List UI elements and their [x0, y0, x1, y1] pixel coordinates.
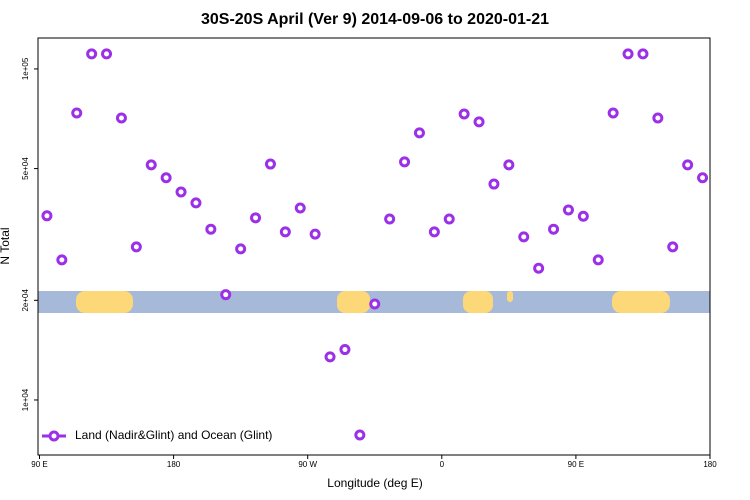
- land-band: [76, 291, 133, 313]
- land-band: [337, 291, 370, 313]
- land-band: [612, 291, 670, 313]
- data-point: [279, 226, 291, 238]
- data-point: [592, 254, 604, 266]
- y-tick-label: 5e+04: [21, 157, 30, 180]
- data-point: [667, 241, 679, 253]
- data-point: [250, 212, 262, 224]
- y-axis-label: N Total: [0, 227, 12, 264]
- data-point: [115, 112, 127, 124]
- x-tick-label: 0: [440, 460, 445, 469]
- data-point: [324, 351, 336, 363]
- data-point: [548, 223, 560, 235]
- x-tick-label: 90 E: [568, 460, 584, 469]
- x-tick-label: 90 E: [31, 460, 47, 469]
- y-tick-label: 1e+05: [21, 57, 30, 80]
- data-point: [622, 48, 634, 60]
- x-tick-label: 180: [167, 460, 181, 469]
- data-point: [607, 107, 619, 119]
- data-point: [41, 210, 53, 222]
- land-band: [507, 291, 513, 302]
- data-point: [428, 226, 440, 238]
- legend-label: Land (Nadir&Glint) and Ocean (Glint): [75, 428, 272, 442]
- data-point: [518, 231, 530, 243]
- data-point: [637, 48, 649, 60]
- data-point: [235, 243, 247, 255]
- data-point: [533, 262, 545, 274]
- data-point: [652, 112, 664, 124]
- x-axis-label: Longitude (deg E): [327, 476, 422, 490]
- data-point: [220, 289, 232, 301]
- data-point: [160, 172, 172, 184]
- data-point: [399, 156, 411, 168]
- data-point: [175, 186, 187, 198]
- data-point: [101, 48, 113, 60]
- data-point: [473, 116, 485, 128]
- legend-marker: [48, 430, 60, 442]
- x-tick-label: 180: [703, 460, 717, 469]
- data-point: [413, 127, 425, 139]
- data-point: [562, 204, 574, 216]
- data-point: [264, 158, 276, 170]
- y-tick-label: 2e+04: [21, 289, 30, 312]
- data-point: [682, 159, 694, 171]
- data-point: [309, 228, 321, 240]
- data-point: [458, 108, 470, 120]
- plot-frame: [37, 37, 711, 456]
- data-point: [56, 254, 68, 266]
- x-tick-label: 90 W: [298, 460, 317, 469]
- data-point: [130, 241, 142, 253]
- data-point: [86, 48, 98, 60]
- data-point: [503, 159, 515, 171]
- chart-title: 30S-20S April (Ver 9) 2014-09-06 to 2020…: [201, 11, 549, 28]
- data-point: [354, 429, 366, 441]
- data-point: [71, 107, 83, 119]
- y-tick-label: 1e+04: [21, 388, 30, 411]
- data-point: [369, 298, 381, 310]
- data-point: [488, 178, 500, 190]
- land-band: [463, 291, 493, 313]
- data-point: [190, 197, 202, 209]
- data-point: [697, 172, 709, 184]
- data-point: [443, 213, 455, 225]
- data-point: [384, 213, 396, 225]
- data-point: [294, 202, 306, 214]
- data-point: [577, 210, 589, 222]
- data-point: [339, 344, 351, 356]
- data-point: [145, 159, 157, 171]
- data-point: [205, 223, 217, 235]
